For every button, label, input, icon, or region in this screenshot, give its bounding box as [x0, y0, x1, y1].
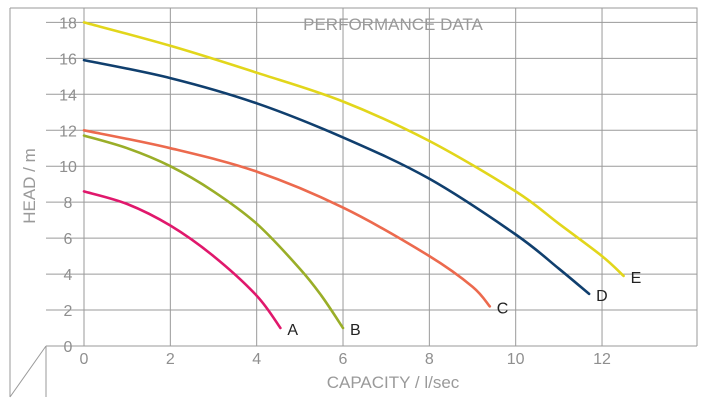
y-tick-label: 16	[59, 51, 77, 68]
series-d-line	[82, 58, 591, 296]
x-tick-label: 2	[166, 351, 175, 368]
x-tick-label: 12	[593, 351, 611, 368]
x-tick-label: 10	[507, 351, 525, 368]
series-c-line	[82, 129, 492, 308]
y-tick-label: 10	[59, 159, 77, 176]
series-e-label: E	[631, 270, 642, 287]
x-tick-label: 6	[339, 351, 348, 368]
series-labels: A B C D E	[287, 270, 641, 339]
axis-ticks: 0 2 4 6 8 10 12 0 2 4 6 8 10 12 14 16 18	[59, 15, 611, 368]
series-b-line	[82, 134, 345, 330]
y-axis-title: HEAD / m	[20, 148, 39, 224]
series-a-label: A	[287, 322, 298, 339]
x-tick-label: 0	[80, 351, 89, 368]
y-tick-label: 18	[59, 15, 77, 32]
y-tick-label: 8	[64, 195, 73, 212]
chart-series	[82, 21, 625, 330]
series-a-line	[82, 190, 282, 330]
x-tick-label: 4	[252, 351, 261, 368]
series-c-label: C	[497, 300, 509, 317]
series-e-line	[82, 21, 625, 278]
series-d-label: D	[596, 288, 608, 305]
y-tick-label: 4	[64, 267, 73, 284]
y-tick-label: 2	[64, 303, 73, 320]
y-tick-label: 0	[64, 339, 73, 356]
frame-diagonal	[9, 345, 47, 398]
y-tick-label: 12	[59, 123, 77, 140]
chart-title: PERFORMANCE DATA	[303, 15, 483, 34]
x-tick-label: 8	[425, 351, 434, 368]
frame-top-edge	[46, 7, 698, 346]
x-axis-title: CAPACITY / l/sec	[327, 373, 460, 392]
y-tick-label: 6	[64, 231, 73, 248]
series-b-label: B	[350, 322, 361, 339]
chart-grid	[46, 8, 697, 347]
y-tick-label: 14	[59, 87, 77, 104]
